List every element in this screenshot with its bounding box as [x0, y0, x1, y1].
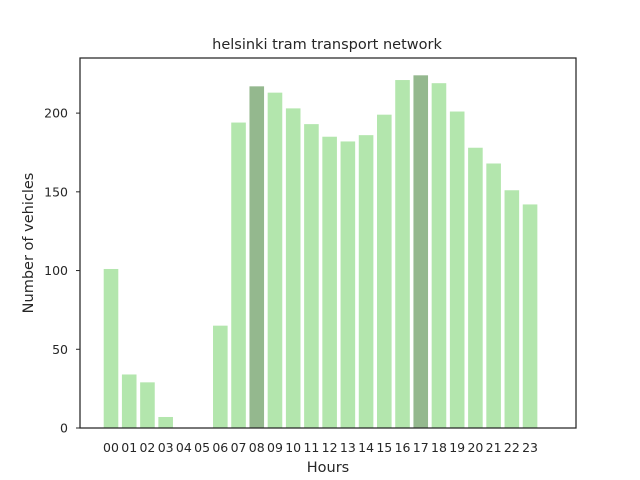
- x-tick-label-02: 02: [139, 440, 155, 455]
- x-tick-label-12: 12: [322, 440, 338, 455]
- x-tick-label-07: 07: [231, 440, 247, 455]
- y-tick-label-0: 0: [60, 421, 68, 436]
- bar-10: [285, 108, 301, 428]
- x-tick-label-09: 09: [267, 440, 283, 455]
- x-axis-label: Hours: [307, 460, 349, 476]
- x-tick-label-16: 16: [395, 440, 411, 455]
- bar-17: [413, 75, 429, 428]
- x-tick-label-06: 06: [212, 440, 228, 455]
- y-tick-label-200: 200: [44, 106, 68, 121]
- x-tick-label-11: 11: [303, 440, 319, 455]
- x-tick-label-13: 13: [340, 440, 356, 455]
- x-tick-label-20: 20: [467, 440, 483, 455]
- bar-16: [395, 80, 410, 428]
- y-tick-label-100: 100: [44, 263, 68, 278]
- bar-00: [103, 268, 119, 428]
- x-tick-label-05: 05: [194, 440, 210, 455]
- x-tick-label-17: 17: [413, 440, 429, 455]
- x-tick-label-15: 15: [376, 440, 392, 455]
- x-tick-label-01: 01: [121, 440, 137, 455]
- bar-22: [504, 190, 520, 428]
- bar-18: [431, 83, 447, 428]
- bar-09: [267, 92, 283, 428]
- x-tick-label-10: 10: [285, 440, 301, 455]
- bar-02: [140, 382, 155, 428]
- x-tick-label-21: 21: [486, 440, 502, 455]
- bar-08: [249, 86, 265, 428]
- bar-13: [340, 141, 356, 428]
- bar-23: [522, 204, 538, 428]
- x-tick-label-03: 03: [158, 440, 174, 455]
- x-tick-label-04: 04: [176, 440, 192, 455]
- x-axis: 00 01 02 03 04 05 06 07 08 09 10 11 12 13 14 15 16 17 18 19…: [103, 440, 538, 455]
- chart-title: helsinki tram transport network: [212, 37, 442, 53]
- bar-07: [231, 122, 246, 429]
- bar-01: [121, 374, 137, 428]
- bar-20: [468, 147, 483, 429]
- x-tick-label-08: 08: [249, 440, 265, 455]
- y-tick-label-150: 150: [44, 184, 68, 199]
- y-tick-label-50: 50: [52, 342, 68, 357]
- y-axis-label: Number of vehicles: [21, 173, 37, 314]
- y-axis: 0 50 100 150 200: [44, 106, 80, 436]
- bar-12: [322, 136, 337, 428]
- x-tick-label-19: 19: [449, 440, 465, 455]
- bar-11: [304, 124, 319, 428]
- bar-03: [158, 416, 173, 428]
- bar-06: [213, 325, 228, 428]
- x-tick-label-14: 14: [358, 440, 374, 455]
- bar-14: [358, 135, 374, 428]
- plot-frame: [79, 57, 577, 429]
- bar-15: [377, 114, 392, 429]
- x-tick-label-18: 18: [431, 440, 447, 455]
- x-tick-label-23: 23: [522, 440, 538, 455]
- x-tick-label-22: 22: [504, 440, 520, 455]
- bars-group: [103, 75, 538, 429]
- bar-19: [449, 111, 465, 428]
- bar-21: [486, 163, 501, 429]
- x-tick-label-00: 00: [103, 440, 119, 455]
